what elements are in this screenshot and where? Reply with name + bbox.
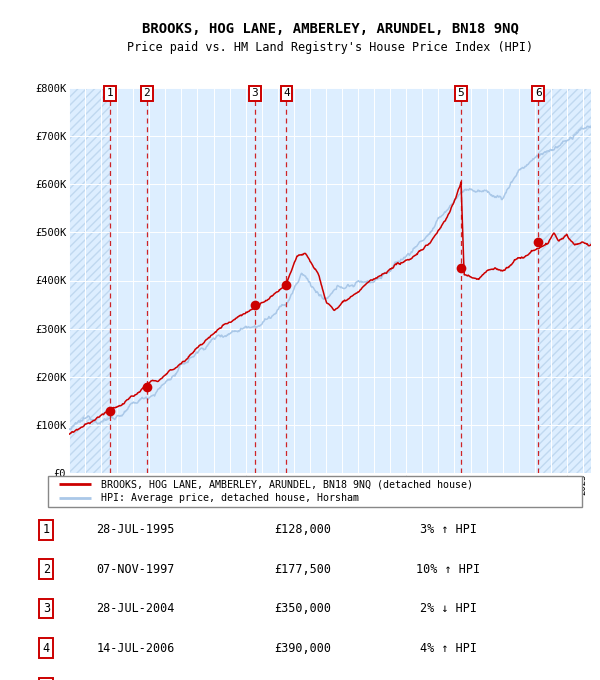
Text: Price paid vs. HM Land Registry's House Price Index (HPI): Price paid vs. HM Land Registry's House … [127,41,533,54]
Text: £350,000: £350,000 [275,602,331,615]
Text: BROOKS, HOG LANE, AMBERLEY, ARUNDEL, BN18 9NQ (detached house): BROOKS, HOG LANE, AMBERLEY, ARUNDEL, BN1… [101,479,473,490]
Bar [69,88,110,473]
Text: 28-JUL-2004: 28-JUL-2004 [97,602,175,615]
Text: BROOKS, HOG LANE, AMBERLEY, ARUNDEL, BN18 9NQ: BROOKS, HOG LANE, AMBERLEY, ARUNDEL, BN1… [142,22,518,36]
Text: £390,000: £390,000 [275,641,331,655]
Text: 2: 2 [143,88,150,99]
Text: 3: 3 [251,88,258,99]
Text: 2% ↓ HPI: 2% ↓ HPI [419,602,476,615]
Text: 2: 2 [43,562,50,576]
Text: 07-NOV-1997: 07-NOV-1997 [97,562,175,576]
Text: 5: 5 [458,88,464,99]
Text: 3: 3 [43,602,50,615]
Text: 1: 1 [107,88,113,99]
Text: £128,000: £128,000 [275,523,331,537]
Bar [538,88,591,473]
Text: 4: 4 [43,641,50,655]
Text: 4: 4 [283,88,290,99]
Text: 14-JUL-2006: 14-JUL-2006 [97,641,175,655]
Text: HPI: Average price, detached house, Horsham: HPI: Average price, detached house, Hors… [101,493,359,503]
Text: 4% ↑ HPI: 4% ↑ HPI [419,641,476,655]
Text: 3% ↑ HPI: 3% ↑ HPI [419,523,476,537]
Text: 10% ↑ HPI: 10% ↑ HPI [416,562,480,576]
Text: £177,500: £177,500 [275,562,331,576]
Text: 1: 1 [43,523,50,537]
Text: 6: 6 [535,88,542,99]
Text: 28-JUL-1995: 28-JUL-1995 [97,523,175,537]
